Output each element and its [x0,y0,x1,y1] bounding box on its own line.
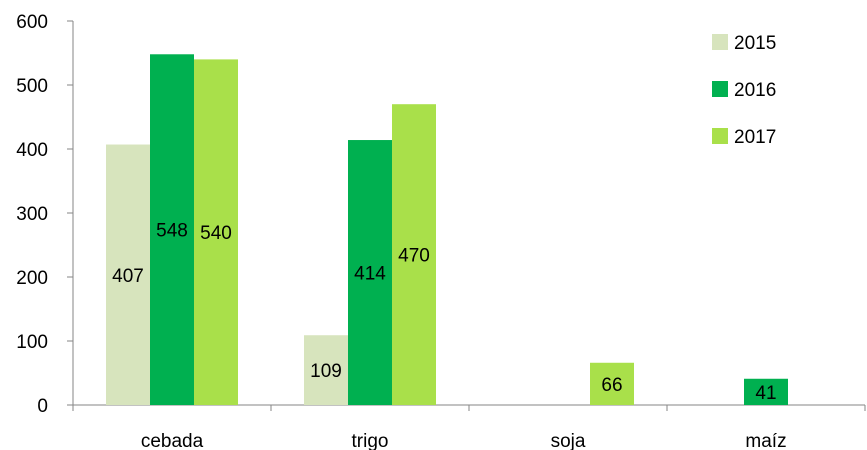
chart-legend: 2015 2016 2017 [712,33,776,148]
legend-label: 2015 [734,33,776,54]
y-tick-label: 100 [16,332,48,353]
legend-label: 2017 [734,127,776,148]
bar [348,140,392,406]
bar [150,54,194,405]
x-tick-label: cebada [141,431,204,450]
chart-axes: 0 100 200 300 400 500 600 cebada trigo soja maíz [16,12,866,450]
x-tick-label: maíz [745,431,786,450]
bar [392,104,436,405]
bar [744,378,788,405]
y-tick-label: 300 [16,204,48,225]
bar-value-label: 407 [112,266,144,287]
y-tick-label: 500 [16,76,48,97]
bar [106,144,150,405]
bar-value-label: 41 [755,383,776,404]
bar-value-label: 470 [398,246,430,267]
bar-value-label: 414 [354,264,386,285]
legend-swatch [712,128,728,144]
bar-value-label: 540 [200,223,232,244]
bar-value-label: 548 [156,221,188,242]
legend-label: 2016 [734,80,776,101]
x-tick-label: trigo [352,431,389,450]
bar-value-label: 109 [310,361,342,382]
y-tick-label: 600 [16,12,48,33]
bar [304,335,348,405]
bar [590,362,634,405]
y-tick-label: 200 [16,268,48,289]
y-tick-label: 0 [37,396,48,417]
bar-value-label: 66 [601,375,622,396]
chart-bars [106,54,788,406]
chart-data-labels: 407 548 540 109 414 470 66 41 [112,221,776,404]
x-tick-label: soja [551,431,586,450]
y-tick-label: 400 [16,140,48,161]
legend-swatch [712,34,728,50]
bar [194,59,238,406]
legend-swatch [712,81,728,97]
